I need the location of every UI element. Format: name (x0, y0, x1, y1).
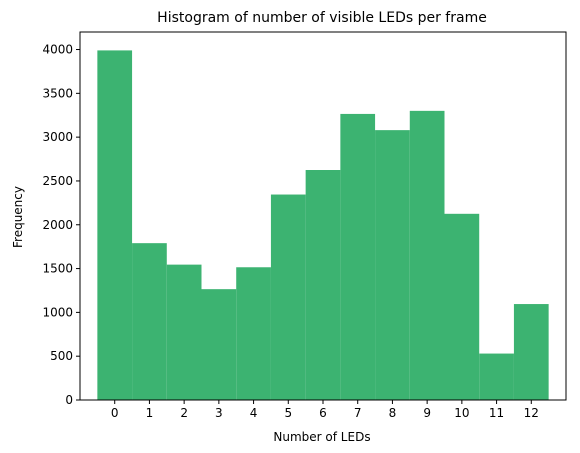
bar-11 (479, 353, 514, 400)
x-tick-label: 7 (354, 406, 362, 420)
bar-8 (375, 130, 410, 400)
y-tick-label: 3000 (42, 130, 73, 144)
y-tick-label: 0 (65, 393, 73, 407)
x-tick-label: 2 (180, 406, 188, 420)
bar-12 (513, 304, 549, 400)
x-tick-label: 10 (454, 406, 469, 420)
x-tick-label: 5 (284, 406, 292, 420)
x-tick-label: 4 (250, 406, 258, 420)
bar-5 (270, 194, 306, 400)
bar-7 (340, 113, 376, 400)
bar-4 (236, 267, 271, 400)
bar-3 (201, 289, 237, 400)
x-tick-label: 11 (489, 406, 504, 420)
x-tick-label: 1 (146, 406, 154, 420)
bars-group (97, 50, 549, 401)
y-tick-label: 3500 (42, 86, 73, 100)
bar-1 (132, 243, 167, 400)
y-tick-label: 2500 (42, 174, 73, 188)
bar-6 (305, 170, 341, 400)
y-tick-label: 500 (50, 349, 73, 363)
y-axis-label: Frequency (11, 186, 25, 248)
y-tick-label: 2000 (42, 218, 73, 232)
bar-0 (97, 50, 133, 401)
x-tick-label: 0 (111, 406, 119, 420)
x-tick-label: 8 (389, 406, 397, 420)
bar-9 (409, 110, 445, 400)
y-tick-label: 4000 (42, 43, 73, 57)
x-tick-label: 6 (319, 406, 327, 420)
y-axis: 0 500 1000 1500 2000 2500 3000 3500 4000 (42, 43, 80, 407)
y-tick-label: 1000 (42, 305, 73, 319)
x-axis-label: Number of LEDs (273, 430, 370, 444)
x-tick-label: 3 (215, 406, 223, 420)
bar-10 (444, 213, 480, 400)
y-tick-label: 1500 (42, 262, 73, 276)
x-tick-label: 12 (524, 406, 539, 420)
x-tick-label: 9 (423, 406, 431, 420)
bar-2 (166, 264, 202, 400)
chart-title: Histogram of number of visible LEDs per … (157, 10, 487, 26)
x-axis: 0 1 2 3 4 5 6 7 8 9 10 11 12 (111, 400, 539, 420)
